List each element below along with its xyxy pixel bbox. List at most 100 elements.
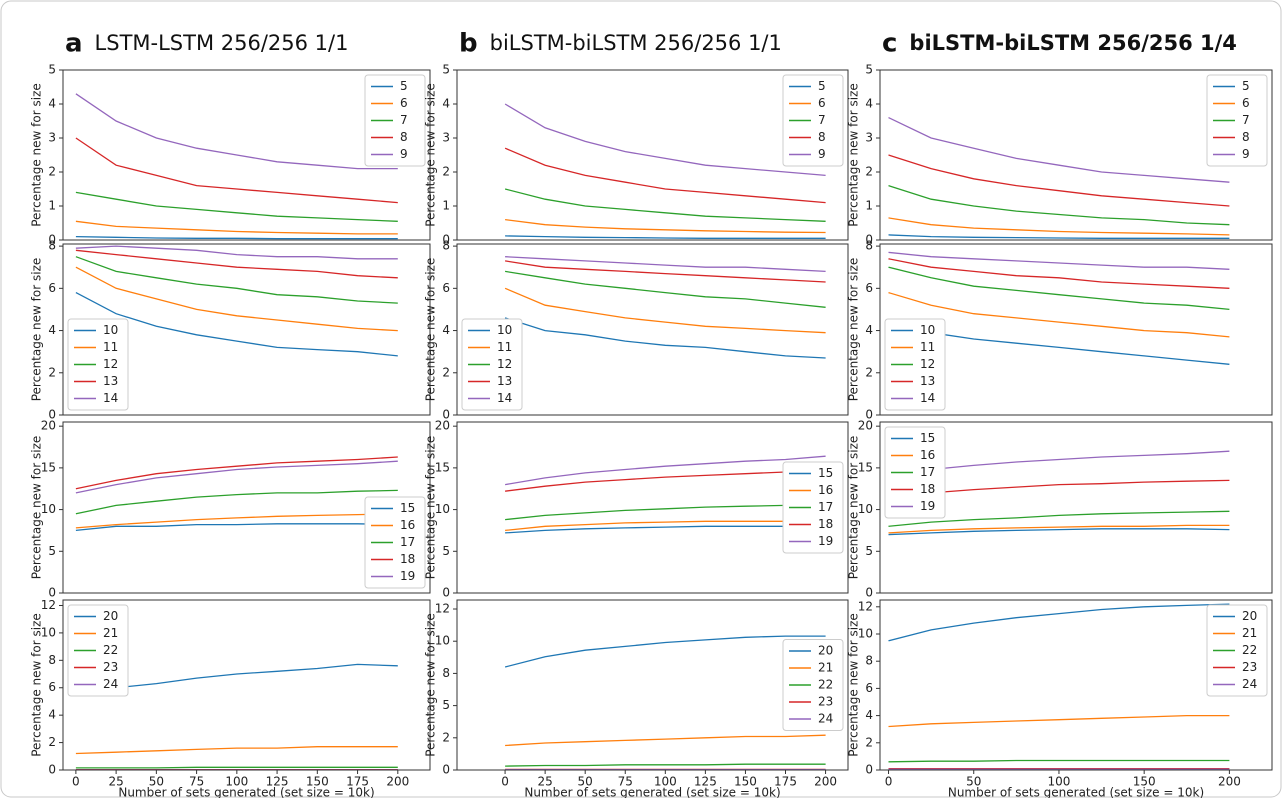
legend-box (782, 639, 844, 731)
legend-label: 24 (103, 677, 118, 691)
legend-label: 9 (818, 147, 826, 161)
y-tick-label: 2 (442, 730, 450, 744)
series-line (888, 258, 1230, 289)
legend-label: 17 (920, 465, 935, 479)
legend-box (461, 318, 523, 411)
y-tick-label: 5 (48, 544, 56, 558)
legend-label: 10 (497, 323, 512, 337)
y-tick-label: 15 (435, 460, 450, 474)
x-tick-label: 100 (225, 775, 248, 789)
series-line (505, 763, 826, 767)
legend-label: 19 (400, 569, 415, 583)
legend: 10 11 12 13 14 (461, 318, 523, 411)
y-tick-label: 4 (48, 708, 56, 722)
legend-box (67, 604, 129, 697)
legend-label: 23 (103, 660, 118, 674)
legend: 20 21 22 23 24 (1206, 604, 1268, 697)
y-axis-label: Percentage new for size (424, 436, 438, 580)
series-line (888, 117, 1230, 183)
legend-label: 21 (818, 661, 833, 675)
legend-label: 6 (818, 96, 826, 110)
x-tick-label: 25 (537, 775, 552, 789)
series-line (504, 188, 826, 222)
legend-label: 13 (497, 374, 512, 388)
x-tick-label: 125 (266, 775, 289, 789)
y-tick-label: 0 (865, 586, 873, 600)
y-tick-label: 8 (48, 653, 56, 667)
series-line (888, 603, 1230, 642)
series-line (504, 147, 826, 204)
legend-label: 7 (400, 113, 408, 127)
y-tick-label: 10 (858, 627, 873, 641)
legend: 10 11 12 13 14 (884, 318, 946, 411)
panel-label: a (65, 29, 83, 59)
series-line (75, 220, 398, 235)
series-line (75, 746, 398, 755)
y-tick-label: 5 (865, 544, 873, 558)
series-line (75, 460, 398, 494)
legend: 20 21 22 23 24 (67, 604, 129, 697)
series-line (505, 469, 826, 492)
legend-label: 15 (818, 466, 833, 480)
legend-label: 9 (1242, 147, 1250, 161)
legend-box (782, 74, 844, 167)
x-axis-label: Number of sets generated (set size = 10k… (524, 786, 780, 798)
x-tick-label: 0 (501, 775, 509, 789)
legend-label: 21 (1242, 626, 1257, 640)
legend-box (1206, 604, 1268, 697)
series-line (505, 525, 826, 534)
panel-label: c (882, 29, 897, 59)
legend-label: 15 (400, 501, 415, 515)
y-axis-label: Percentage new for size (847, 83, 861, 227)
series-line (75, 523, 398, 532)
y-tick-label: 12 (41, 598, 56, 612)
legend-label: 16 (818, 483, 833, 497)
y-axis-label: Percentage new for size (30, 83, 44, 227)
legend: 10 11 12 13 14 (67, 318, 129, 411)
y-tick-label: 1 (48, 199, 56, 213)
y-tick-label: 0 (442, 586, 450, 600)
y-axis-label: Percentage new for size (847, 613, 861, 757)
x-tick-label: 150 (1133, 775, 1156, 789)
y-tick-label: 4 (865, 708, 873, 722)
series-line (888, 291, 1230, 338)
y-tick-label: 5 (48, 63, 56, 77)
y-tick-label: 6 (48, 680, 56, 694)
x-tick-label: 25 (108, 775, 123, 789)
y-tick-label: 12 (858, 599, 873, 613)
series-line (505, 235, 826, 239)
x-tick-label: 0 (885, 775, 893, 789)
legend: 5 6 7 8 9 (782, 74, 844, 167)
legend-label: 5 (400, 79, 408, 93)
legend-label: 13 (920, 374, 935, 388)
y-tick-label: 8 (48, 239, 56, 253)
y-tick-label: 2 (865, 165, 873, 179)
series-line (505, 218, 826, 234)
y-tick-label: 5 (865, 63, 873, 77)
series-line (505, 256, 826, 273)
series-line (888, 234, 1230, 239)
x-tick-label: 150 (306, 775, 329, 789)
y-tick-label: 0 (442, 763, 450, 777)
series-line (888, 251, 1230, 270)
series-line (888, 184, 1230, 226)
series-line (75, 456, 398, 490)
y-tick-label: 10 (435, 502, 450, 516)
legend-box (364, 74, 426, 167)
y-tick-label: 2 (48, 165, 56, 179)
series-line (75, 266, 398, 332)
x-tick-label: 125 (694, 775, 717, 789)
legend-box (1206, 74, 1268, 167)
legend-label: 14 (920, 391, 935, 405)
legend-label: 12 (103, 357, 118, 371)
y-tick-label: 0 (442, 408, 450, 422)
series-line (75, 235, 398, 240)
legend: 15 16 17 18 19 (782, 461, 844, 554)
legend-label: 10 (920, 323, 935, 337)
y-tick-label: 2 (48, 365, 56, 379)
y-tick-label: 10 (41, 625, 56, 639)
legend-label: 13 (103, 374, 118, 388)
y-axis-label: Percentage new for size (30, 258, 44, 402)
legend-label: 14 (103, 391, 118, 405)
